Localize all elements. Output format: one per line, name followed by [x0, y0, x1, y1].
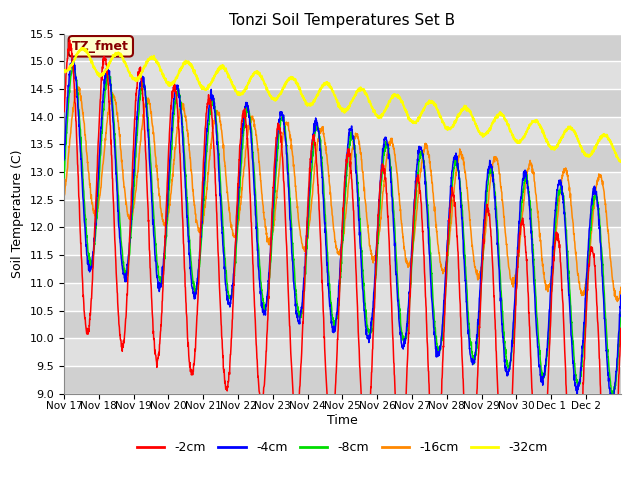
-8cm [70, 58, 77, 64]
-4cm [116, 235, 124, 240]
Bar [64, 144, 621, 172]
-16cm [617, 285, 625, 290]
-16cm [73, 83, 81, 89]
-8cm [542, 365, 550, 371]
-4cm [236, 163, 244, 168]
Bar [64, 366, 621, 394]
-16cm [614, 299, 621, 304]
-8cm [116, 219, 124, 225]
-2cm [617, 325, 625, 331]
-8cm [60, 175, 68, 180]
-8cm [609, 393, 616, 399]
X-axis label: Time: Time [327, 414, 358, 427]
-32cm [376, 114, 384, 120]
-8cm [609, 391, 617, 397]
Title: Tonzi Soil Temperatures Set B: Tonzi Soil Temperatures Set B [229, 13, 456, 28]
-4cm [376, 184, 384, 190]
-32cm [617, 159, 625, 165]
-32cm [60, 68, 68, 73]
-32cm [78, 45, 86, 51]
-16cm [376, 226, 384, 231]
-2cm [236, 142, 244, 147]
-2cm [60, 109, 68, 115]
-32cm [236, 92, 244, 97]
-16cm [116, 132, 124, 137]
-4cm [617, 292, 625, 298]
-2cm [376, 184, 384, 190]
-8cm [510, 318, 518, 324]
-32cm [542, 135, 550, 141]
-32cm [617, 159, 625, 165]
-4cm [69, 54, 77, 60]
Legend: -2cm, -4cm, -8cm, -16cm, -32cm: -2cm, -4cm, -8cm, -16cm, -32cm [132, 436, 553, 459]
Bar [64, 172, 621, 200]
-16cm [236, 207, 244, 213]
Bar [64, 283, 621, 311]
Line: -2cm: -2cm [64, 40, 621, 480]
-8cm [376, 206, 384, 212]
Line: -32cm: -32cm [64, 48, 621, 162]
Bar [64, 228, 621, 255]
-4cm [609, 393, 617, 398]
Bar [64, 117, 621, 144]
-2cm [116, 333, 124, 338]
-8cm [236, 184, 244, 190]
-4cm [510, 307, 518, 312]
Y-axis label: Soil Temperature (C): Soil Temperature (C) [11, 149, 24, 278]
Bar [64, 338, 621, 366]
Bar [64, 89, 621, 117]
Text: TZ_fmet: TZ_fmet [72, 40, 129, 53]
Bar [64, 61, 621, 89]
Bar [64, 34, 621, 61]
Bar [64, 255, 621, 283]
Bar [64, 200, 621, 228]
-16cm [510, 280, 518, 286]
-16cm [60, 193, 68, 199]
-32cm [609, 144, 617, 150]
Line: -8cm: -8cm [64, 61, 621, 396]
-32cm [510, 136, 518, 142]
-4cm [60, 157, 68, 163]
-16cm [542, 283, 550, 289]
-2cm [66, 37, 74, 43]
-2cm [542, 439, 550, 445]
-2cm [510, 341, 518, 347]
-32cm [116, 51, 124, 57]
Bar [64, 311, 621, 338]
-8cm [617, 309, 625, 315]
Line: -4cm: -4cm [64, 57, 621, 401]
-16cm [609, 279, 617, 285]
-4cm [609, 398, 617, 404]
Line: -16cm: -16cm [64, 86, 621, 301]
-4cm [542, 363, 550, 369]
